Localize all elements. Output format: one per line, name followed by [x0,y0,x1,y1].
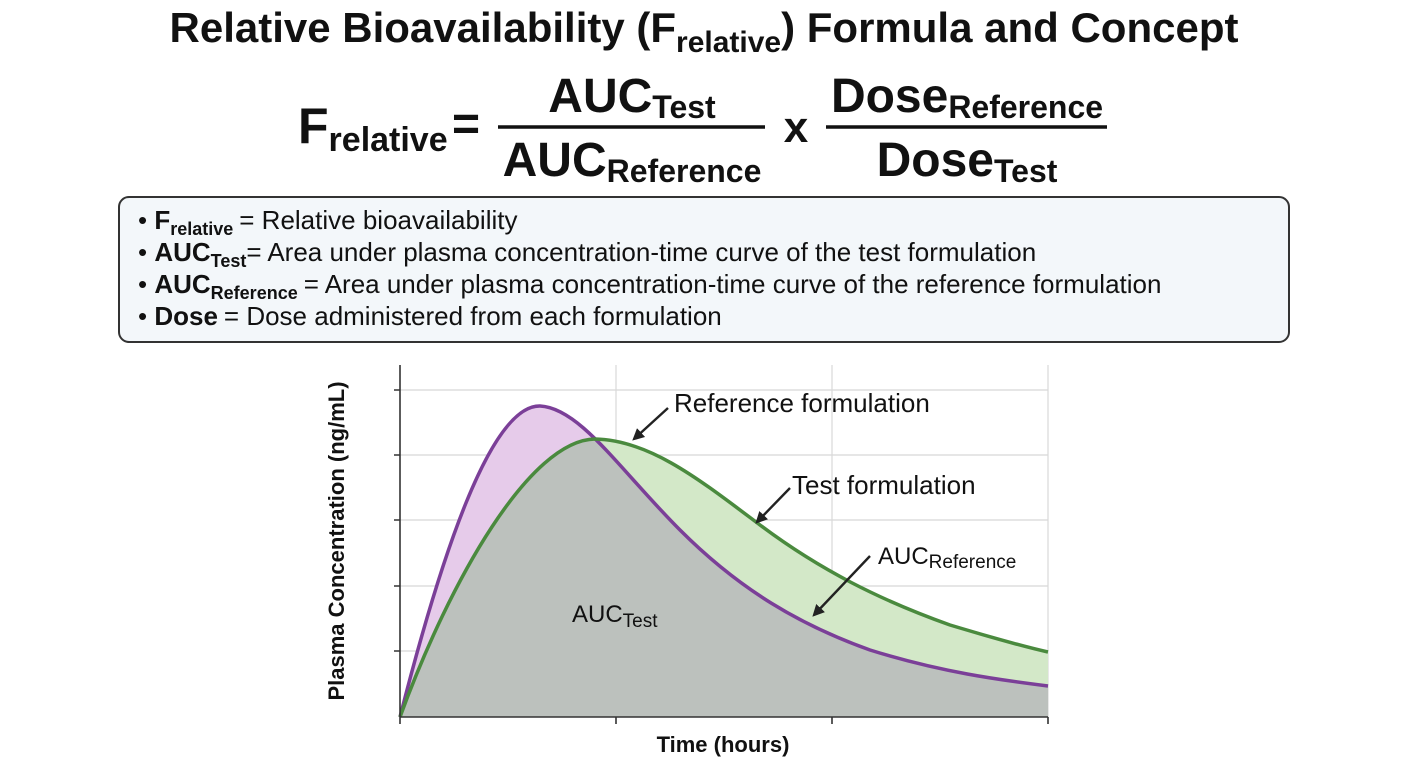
plot: Plasma Concentration (ng/mL) Time (hours… [324,365,1049,757]
text-part: Test [211,251,247,271]
text-part: F [298,98,329,154]
test-curve [398,437,1049,718]
annotation: AUCTest [572,601,658,632]
text-part: Reference [929,552,1017,573]
x-axis-label: Time (hours) [657,732,790,757]
text-part: Dose [154,301,218,331]
arrow [755,487,791,524]
text-part: Reference [211,283,298,303]
text-part: relative [329,121,448,159]
text-part: AUC [572,601,623,628]
text-part: AUC [548,70,652,123]
text-part: Test [623,611,659,632]
text-part: Relative Bioavailability (F [170,4,677,51]
numerator: AUCTest [548,70,716,125]
definitions-box [118,196,1290,343]
text-part: = Dose administered from each formulatio… [224,301,722,331]
text-part: AUC [154,269,211,299]
text-part: Test [652,89,716,125]
reference-curve [398,404,1049,718]
formula: Frelative = AUCTest AUCReference x DoseR… [298,70,1107,189]
formula-lhs: Frelative [298,98,448,159]
annotation: Reference formulation [674,388,930,418]
text-part: AUC [154,237,211,267]
y-axis-label: Plasma Concentration (ng/mL) [324,381,349,700]
arrow [812,555,871,617]
overlap-area [400,439,1048,717]
definition: • AUCReference = Area under plasma concen… [138,269,1161,303]
text-part: Dose [831,70,948,123]
text-part: relative [676,26,781,59]
arrow [632,407,669,441]
text-part: AUC [878,543,929,570]
numerator: DoseReference [831,70,1103,125]
annotation: AUCReference [878,543,1016,573]
title: Relative Bioavailability (Frelative) For… [170,4,1239,59]
denominator: DoseTest [877,134,1058,189]
annotation: Test formulation [792,470,976,500]
text-part: Test [994,153,1058,189]
equals: = [452,98,480,151]
denominator: AUCReference [503,134,762,189]
text-part: Dose [877,134,994,187]
text-part: AUC [503,134,607,187]
tick-marks [394,389,1049,724]
text-part: relative [170,219,233,239]
text-part: ) Formula and Concept [781,4,1238,51]
text-part: F [154,205,170,235]
times: x [784,103,809,152]
text-part: = Relative bioavailability [239,205,517,235]
text-part: = Area under plasma concentration-time c… [246,237,1036,267]
text-part: Reference [607,153,762,189]
text-part: Reference [948,89,1103,125]
definition: • AUCTest= Area under plasma concentrati… [138,237,1036,271]
text-part: = Area under plasma concentration-time c… [304,269,1162,299]
definition: • Dose = Dose administered from each form… [138,301,722,331]
